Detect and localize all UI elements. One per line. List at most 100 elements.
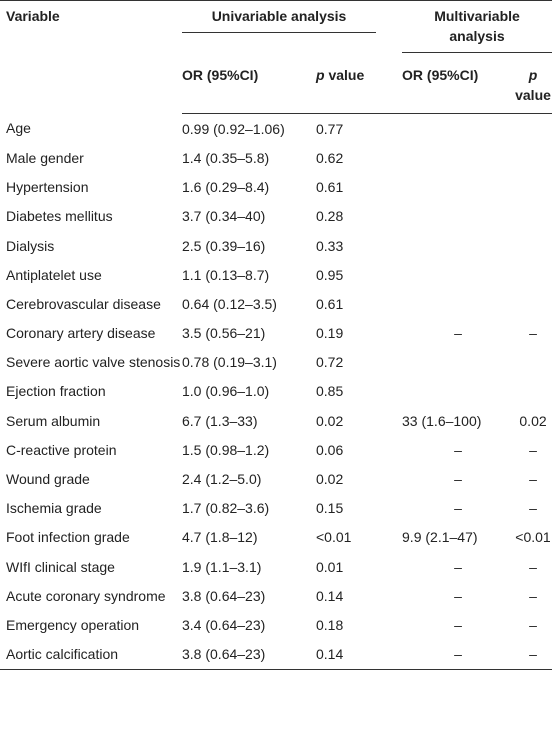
multivariable-or: – bbox=[454, 587, 462, 604]
univariable-p: 0.28 bbox=[316, 208, 344, 225]
subheader-row: OR (95%CI) p value OR (95%CI) p value bbox=[0, 57, 552, 115]
multivariable-p bbox=[514, 202, 552, 231]
univariable-p: 0.85 bbox=[316, 383, 344, 400]
multivariable-p bbox=[514, 231, 552, 260]
multivariable-p bbox=[514, 260, 552, 289]
univariable-or: 2.4 (1.2–5.0) bbox=[182, 471, 262, 488]
univariable-or: 0.99 (0.92–1.06) bbox=[182, 120, 285, 137]
variable: Hypertension bbox=[6, 179, 89, 196]
multivariable-p: – bbox=[529, 646, 537, 663]
variable: Foot infection grade bbox=[6, 529, 130, 546]
multivariable-or bbox=[392, 260, 514, 289]
table-row: Coronary artery disease 3.5 (0.56–21) 0.19… bbox=[0, 319, 552, 348]
multivariable-or bbox=[392, 173, 514, 202]
univariable-or: 1.1 (0.13–8.7) bbox=[182, 266, 270, 283]
subheader: OR (95%CI) bbox=[392, 57, 515, 115]
table-row: Wound grade 2.4 (1.2–5.0) 0.02 – – bbox=[0, 464, 552, 493]
variable: Emergency operation bbox=[6, 616, 140, 633]
univariable-or: 3.7 (0.34–40) bbox=[182, 208, 266, 225]
table-row: Aortic calcification 3.8 (0.64–23) 0.14 – – bbox=[0, 640, 552, 670]
variable: Antiplatelet use bbox=[6, 266, 102, 283]
multivariable-or bbox=[392, 114, 514, 144]
variable: Ischemia grade bbox=[6, 500, 102, 517]
table-row: Cerebrovascular disease 0.64 (0.12–3.5) 0.… bbox=[0, 289, 552, 318]
multivariable-or: – bbox=[454, 616, 462, 633]
univariable-p: 0.95 bbox=[316, 266, 344, 283]
variable: Age bbox=[6, 120, 31, 137]
multivariable-or bbox=[392, 377, 514, 406]
table-row: Diabetes mellitus 3.7 (0.34–40) 0.28 bbox=[0, 202, 552, 231]
univariable-p: 0.33 bbox=[316, 237, 344, 254]
multivariable-p: 0.02 bbox=[519, 412, 547, 429]
univariable-p: 0.01 bbox=[316, 558, 344, 575]
variable: WIfI clinical stage bbox=[6, 558, 115, 575]
multivariable-or: – bbox=[454, 325, 462, 342]
univariable-p: <0.01 bbox=[316, 529, 352, 546]
variable: Severe aortic valve stenosis bbox=[6, 354, 181, 371]
multivariable-or: – bbox=[454, 500, 462, 517]
univariable-p: 0.19 bbox=[316, 325, 344, 342]
variable: Dialysis bbox=[6, 237, 55, 254]
multivariable-or: – bbox=[454, 471, 462, 488]
variable: Coronary artery disease bbox=[6, 325, 156, 342]
univariable-p: 0.72 bbox=[316, 354, 344, 371]
univariable-or: 1.7 (0.82–3.6) bbox=[182, 500, 270, 517]
univariable-p: 0.77 bbox=[316, 120, 344, 137]
table-row: Emergency operation 3.4 (0.64–23) 0.18 – – bbox=[0, 610, 552, 639]
subheader: p value bbox=[316, 57, 393, 115]
table-row: Hypertension 1.6 (0.29–8.4) 0.61 bbox=[0, 173, 552, 202]
table-row: Antiplatelet use 1.1 (0.13–8.7) 0.95 bbox=[0, 260, 552, 289]
univariable-p: 0.14 bbox=[316, 587, 344, 604]
multivariable-p: – bbox=[529, 441, 537, 458]
variable: Diabetes mellitus bbox=[6, 208, 113, 225]
univariable-p: 0.06 bbox=[316, 441, 344, 458]
multivariable-or: – bbox=[454, 646, 462, 663]
table-row: Male gender 1.4 (0.35–5.8) 0.62 bbox=[0, 143, 552, 172]
multivariable-p: <0.01 bbox=[515, 529, 551, 546]
univariable-p: 0.15 bbox=[316, 500, 344, 517]
multivariable-p: – bbox=[529, 500, 537, 517]
table-row: Ischemia grade 1.7 (0.82–3.6) 0.15 – – bbox=[0, 494, 552, 523]
table-row: Age 0.99 (0.92–1.06) 0.77 bbox=[0, 114, 552, 144]
multivariable-p bbox=[514, 114, 552, 144]
subheader: OR (95%CI) bbox=[182, 57, 316, 115]
univariable-or: 4.7 (1.8–12) bbox=[182, 529, 258, 546]
subheader: p value bbox=[514, 57, 552, 115]
table-body: Age 0.99 (0.92–1.06) 0.77 Male gender 1.4 (0… bbox=[0, 114, 552, 670]
univariable-p: 0.62 bbox=[316, 149, 344, 166]
header-multivariable-wrap: Multivariable analysis bbox=[402, 6, 552, 53]
multivariable-or bbox=[392, 289, 514, 318]
univariable-or: 3.8 (0.64–23) bbox=[182, 646, 266, 663]
univariable-p: 0.61 bbox=[316, 179, 344, 196]
univariable-p: 0.18 bbox=[316, 616, 344, 633]
univariable-p: 0.14 bbox=[316, 646, 344, 663]
univariable-or: 2.5 (0.39–16) bbox=[182, 237, 266, 254]
univariable-or: 1.0 (0.96–1.0) bbox=[182, 383, 270, 400]
multivariable-p: – bbox=[529, 471, 537, 488]
multivariable-or bbox=[392, 143, 514, 172]
multivariable-or bbox=[392, 202, 514, 231]
univariable-or: 3.5 (0.56–21) bbox=[182, 325, 266, 342]
univariable-or: 6.7 (1.3–33) bbox=[182, 412, 258, 429]
table-row: Dialysis 2.5 (0.39–16) 0.33 bbox=[0, 231, 552, 260]
univariable-or: 3.4 (0.64–23) bbox=[182, 616, 266, 633]
multivariable-p: – bbox=[529, 558, 537, 575]
header-univariable: Univariable analysis bbox=[182, 6, 377, 33]
univariable-or: 1.5 (0.98–1.2) bbox=[182, 441, 270, 458]
multivariable-p bbox=[514, 143, 552, 172]
univariable-or: 1.9 (1.1–3.1) bbox=[182, 558, 262, 575]
header-variable: Variable bbox=[6, 7, 60, 24]
multivariable-p: – bbox=[529, 616, 537, 633]
header-univariable-cell: Univariable analysis bbox=[182, 1, 392, 58]
multivariable-or: – bbox=[454, 558, 462, 575]
univariable-or: 0.78 (0.19–3.1) bbox=[182, 354, 277, 371]
multivariable-p bbox=[514, 377, 552, 406]
table-row: Severe aortic valve stenosis 0.78 (0.19–3… bbox=[0, 348, 552, 377]
multivariable-or bbox=[392, 231, 514, 260]
header-multivariable: Multivariable analysis bbox=[434, 7, 520, 44]
table-row: WIfI clinical stage 1.9 (1.1–3.1) 0.01 – – bbox=[0, 552, 552, 581]
univariable-p: 0.02 bbox=[316, 471, 344, 488]
univariable-p: 0.61 bbox=[316, 295, 344, 312]
variable: C-reactive protein bbox=[6, 441, 117, 458]
